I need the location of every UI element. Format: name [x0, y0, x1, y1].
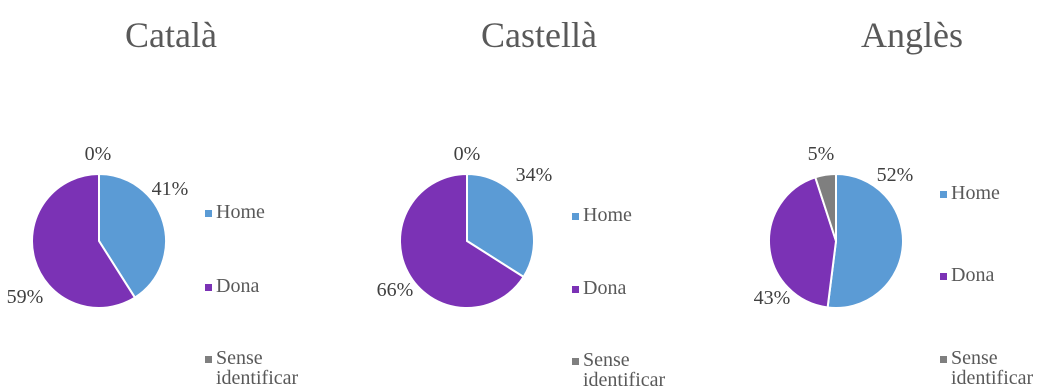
legend-item: Dona — [940, 265, 994, 285]
legend-label: Sense identificar — [951, 348, 1033, 388]
legend-swatch — [572, 358, 579, 365]
legend-swatch — [940, 191, 947, 198]
legend-swatch — [940, 273, 947, 280]
legend-item: Sense identificar — [940, 348, 1033, 388]
legend-swatch — [572, 213, 579, 220]
legend-item: Sense identificar — [205, 348, 298, 388]
pie-svg: 41% 59% 0% — [0, 0, 340, 390]
legend-label: Sense identificar — [216, 348, 298, 388]
pie-svg: 52% 43% 5% — [715, 0, 1054, 390]
data-label-sense-identificar: 0% — [454, 143, 481, 165]
legend-swatch — [205, 356, 212, 363]
data-label-home: 34% — [516, 164, 553, 186]
data-label-dona: 66% — [377, 279, 414, 301]
legend-label: Dona — [951, 265, 994, 285]
legend-label: Home — [583, 205, 632, 225]
data-label-dona: 59% — [7, 286, 44, 308]
legend-swatch — [205, 284, 212, 291]
data-label-dona: 43% — [754, 287, 791, 309]
legend-item: Dona — [205, 276, 259, 296]
legend-label: Sense identificar — [583, 350, 665, 390]
legend-swatch — [940, 356, 947, 363]
legend-label: Home — [216, 202, 265, 222]
data-label-sense-identificar: 5% — [808, 143, 835, 165]
data-label-home: 52% — [877, 164, 914, 186]
legend-label: Dona — [583, 278, 626, 298]
legend-item: Dona — [572, 278, 626, 298]
legend-item: Home — [572, 205, 632, 225]
legend-label: Dona — [216, 276, 259, 296]
data-label-home: 41% — [152, 178, 189, 200]
data-label-sense-identificar: 0% — [85, 143, 112, 165]
legend-item: Home — [940, 183, 1000, 203]
pie-svg: 34% 66% 0% — [350, 0, 710, 390]
legend-swatch — [572, 286, 579, 293]
pie-slice-home — [828, 174, 903, 308]
legend-swatch — [205, 210, 212, 217]
legend-item: Home — [205, 202, 265, 222]
legend-label: Home — [951, 183, 1000, 203]
legend-item: Sense identificar — [572, 350, 665, 390]
